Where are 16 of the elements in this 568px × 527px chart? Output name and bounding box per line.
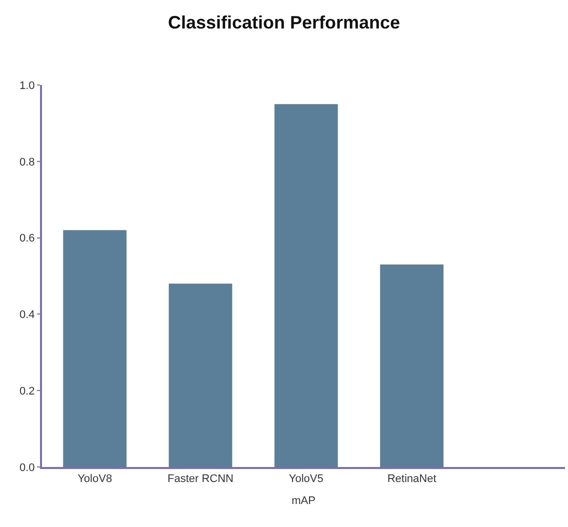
y-tick-label: 0.0 bbox=[20, 462, 35, 474]
x-tick-label: Faster RCNN bbox=[167, 473, 234, 486]
x-axis-title: mAP bbox=[292, 494, 316, 507]
y-tick-label: 0.2 bbox=[20, 385, 35, 398]
x-tick-label: YoloV5 bbox=[288, 473, 324, 486]
x-tick-label: RetinaNet bbox=[387, 473, 436, 486]
y-tick-label: 1.0 bbox=[20, 80, 35, 92]
y-tick-label: 0.6 bbox=[20, 232, 35, 245]
bar bbox=[63, 230, 127, 467]
y-tick-label: 0.4 bbox=[20, 309, 35, 322]
bar bbox=[380, 264, 444, 467]
chart-title: Classification Performance bbox=[168, 12, 400, 32]
bar bbox=[168, 284, 232, 467]
bar bbox=[274, 104, 338, 467]
x-tick-label: YoloV8 bbox=[78, 473, 112, 486]
y-tick-label: 0.8 bbox=[20, 156, 35, 168]
